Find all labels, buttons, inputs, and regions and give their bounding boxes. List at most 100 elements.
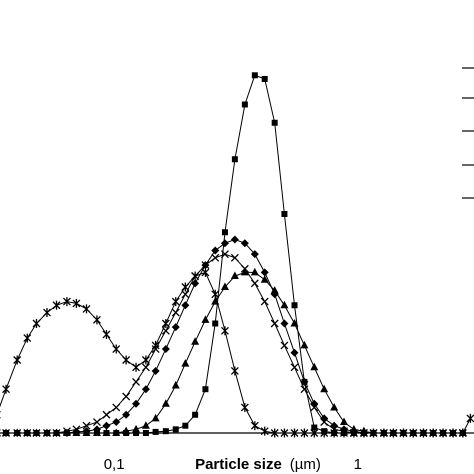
point-square-16 <box>152 428 159 435</box>
point-triangle-24 <box>230 271 239 280</box>
point-diamond-17 <box>161 345 170 354</box>
point-star-24 <box>230 366 239 376</box>
point-x-21 <box>201 261 210 270</box>
point-triangle-17 <box>161 399 170 407</box>
point-star-30 <box>290 428 299 438</box>
point-x-31 <box>300 385 309 394</box>
point-star-26 <box>250 421 259 431</box>
point-diamond-16 <box>151 366 160 375</box>
point-star-35 <box>340 428 348 438</box>
point-star-48 <box>466 413 474 423</box>
point-triangle-7 <box>62 428 71 436</box>
point-star-38 <box>369 428 378 438</box>
point-star-23 <box>220 326 229 336</box>
point-triangle-25 <box>240 267 249 276</box>
point-triangle-29 <box>280 300 289 309</box>
point-triangle-13 <box>122 426 131 435</box>
point-star-29 <box>280 428 289 438</box>
point-star-3 <box>23 333 32 343</box>
point-x-4 <box>32 429 41 437</box>
point-square-25 <box>241 101 248 108</box>
x-axis-label: Particle size (µm) <box>195 456 321 473</box>
point-star-8 <box>72 298 81 308</box>
point-triangle-26 <box>250 267 259 276</box>
x-axis-label-text: Particle size <box>195 456 282 473</box>
point-star-11 <box>102 329 111 339</box>
point-triangle-30 <box>290 319 299 327</box>
series-line-square <box>0 74 463 434</box>
point-triangle-27 <box>260 275 269 283</box>
point-square-14 <box>133 430 140 436</box>
point-diamond-27 <box>260 268 269 277</box>
point-square-23 <box>221 229 228 236</box>
series-diamond <box>0 235 467 437</box>
point-triangle-18 <box>171 381 180 389</box>
point-x-13 <box>122 392 131 401</box>
point-star-16 <box>151 340 160 350</box>
point-diamond-26 <box>250 250 259 259</box>
point-x-33 <box>320 418 329 427</box>
point-triangle-31 <box>300 340 309 349</box>
point-star-15 <box>141 355 150 365</box>
point-star-13 <box>122 355 131 365</box>
point-star-27 <box>260 426 269 436</box>
point-x-23 <box>220 250 229 259</box>
point-x-6 <box>52 429 61 437</box>
series-line-star <box>0 271 471 434</box>
point-x-5 <box>43 429 51 437</box>
point-x-29 <box>280 341 289 350</box>
point-star-45 <box>439 428 448 438</box>
point-triangle-15 <box>141 421 150 429</box>
point-diamond-20 <box>191 279 200 288</box>
point-diamond-15 <box>141 385 150 394</box>
point-diamond-12 <box>112 418 121 427</box>
series-line-diamond <box>0 238 463 434</box>
point-triangle-35 <box>339 417 348 426</box>
point-star-6 <box>52 300 61 310</box>
point-triangle-20 <box>191 337 200 345</box>
point-x-2 <box>13 429 22 437</box>
point-star-44 <box>429 428 438 438</box>
point-star-36 <box>349 428 358 438</box>
point-square-15 <box>142 430 149 436</box>
point-star-41 <box>399 428 408 438</box>
point-star-12 <box>112 344 121 354</box>
point-square-30 <box>291 302 298 309</box>
point-x-10 <box>92 418 101 427</box>
point-star-5 <box>43 308 51 318</box>
point-x-32 <box>310 403 319 412</box>
point-square-17 <box>162 428 169 435</box>
series-line-x <box>0 253 463 434</box>
point-star-18 <box>171 297 180 307</box>
point-x-8 <box>72 425 81 434</box>
point-star-42 <box>409 428 418 438</box>
point-triangle-8 <box>72 428 81 436</box>
point-x-12 <box>112 403 121 412</box>
point-triangle-16 <box>151 413 160 422</box>
point-diamond-13 <box>122 410 131 419</box>
point-x-15 <box>141 363 150 372</box>
point-triangle-33 <box>320 384 329 393</box>
point-x-26 <box>250 279 259 288</box>
point-x-22 <box>211 253 220 262</box>
series-square <box>0 72 466 436</box>
point-star-20 <box>191 271 200 281</box>
x-tick-label-1: 0,1 <box>104 456 125 473</box>
point-x-19 <box>181 290 190 299</box>
point-x-9 <box>82 421 91 430</box>
point-star-39 <box>379 428 388 438</box>
point-x-30 <box>290 363 299 372</box>
point-x-28 <box>270 319 279 328</box>
point-square-28 <box>271 119 278 126</box>
point-triangle-9 <box>82 428 91 436</box>
point-x-1 <box>2 429 11 437</box>
point-square-27 <box>261 75 268 82</box>
point-x-18 <box>171 308 180 317</box>
series-line-triangle <box>0 271 463 434</box>
point-star-33 <box>320 428 329 438</box>
point-square-29 <box>281 211 288 217</box>
point-square-22 <box>212 320 219 327</box>
point-square-26 <box>251 72 258 79</box>
point-x-14 <box>132 377 141 386</box>
x-axis-label-unit: (µm) <box>290 456 321 473</box>
